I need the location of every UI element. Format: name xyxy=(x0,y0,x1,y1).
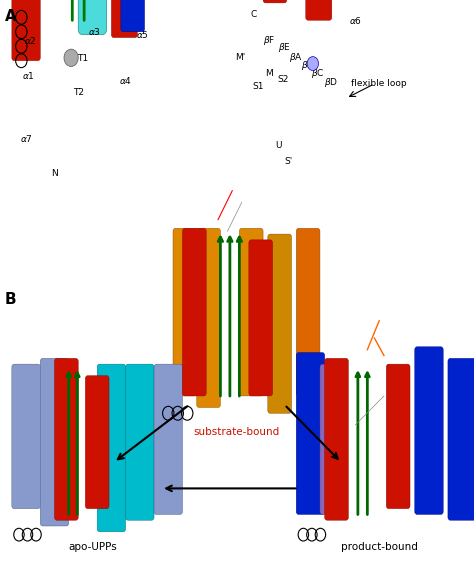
Text: T1: T1 xyxy=(77,54,89,64)
FancyBboxPatch shape xyxy=(12,0,40,61)
Text: B: B xyxy=(5,292,17,307)
Text: flexible loop: flexible loop xyxy=(351,79,407,88)
FancyBboxPatch shape xyxy=(197,228,220,407)
Circle shape xyxy=(64,49,78,66)
FancyArrowPatch shape xyxy=(218,237,223,396)
FancyBboxPatch shape xyxy=(121,0,145,32)
FancyArrowPatch shape xyxy=(75,373,79,514)
Text: $\beta$D: $\beta$D xyxy=(324,76,338,88)
FancyArrowPatch shape xyxy=(356,373,360,514)
Text: C: C xyxy=(250,10,257,19)
FancyBboxPatch shape xyxy=(40,358,69,526)
Text: substrate-bound: substrate-bound xyxy=(194,427,280,436)
FancyBboxPatch shape xyxy=(97,364,126,532)
FancyBboxPatch shape xyxy=(12,364,40,509)
Text: U: U xyxy=(275,141,282,150)
FancyBboxPatch shape xyxy=(154,364,182,514)
Text: $\beta$E: $\beta$E xyxy=(278,41,291,54)
Text: $\alpha$5: $\alpha$5 xyxy=(136,29,149,40)
FancyBboxPatch shape xyxy=(182,228,206,396)
FancyArrowPatch shape xyxy=(67,373,71,514)
FancyBboxPatch shape xyxy=(386,364,410,509)
Text: $\alpha$3: $\alpha$3 xyxy=(88,26,101,38)
FancyArrowPatch shape xyxy=(365,373,369,514)
Text: $\beta$F: $\beta$F xyxy=(263,34,275,47)
Text: $\beta$B: $\beta$B xyxy=(301,59,315,72)
Text: T2: T2 xyxy=(73,88,84,97)
FancyBboxPatch shape xyxy=(55,358,78,520)
FancyBboxPatch shape xyxy=(239,228,263,396)
FancyBboxPatch shape xyxy=(78,0,107,35)
Text: S': S' xyxy=(284,157,292,166)
FancyBboxPatch shape xyxy=(325,358,348,520)
Text: S2: S2 xyxy=(278,75,289,84)
FancyBboxPatch shape xyxy=(296,353,325,514)
FancyArrowPatch shape xyxy=(70,0,74,20)
Text: $\alpha$4: $\alpha$4 xyxy=(119,75,132,87)
FancyArrowPatch shape xyxy=(82,0,86,20)
Text: M: M xyxy=(265,69,273,79)
Text: M': M' xyxy=(235,53,245,62)
FancyBboxPatch shape xyxy=(85,376,109,509)
Text: $\alpha$2: $\alpha$2 xyxy=(25,35,37,46)
FancyBboxPatch shape xyxy=(173,228,197,396)
Text: N: N xyxy=(51,169,58,178)
FancyArrowPatch shape xyxy=(228,237,232,396)
Text: A: A xyxy=(5,9,17,24)
FancyBboxPatch shape xyxy=(268,234,292,413)
Text: $\alpha$6: $\alpha$6 xyxy=(349,14,362,26)
Text: apo-UPPs: apo-UPPs xyxy=(68,542,117,552)
Text: $\alpha$7: $\alpha$7 xyxy=(19,133,33,144)
FancyArrowPatch shape xyxy=(237,237,242,396)
Circle shape xyxy=(307,57,319,71)
Text: $\beta$C: $\beta$C xyxy=(311,68,324,80)
Text: product-bound: product-bound xyxy=(341,542,418,552)
Text: $\alpha$1: $\alpha$1 xyxy=(22,69,35,81)
FancyBboxPatch shape xyxy=(415,347,443,514)
FancyBboxPatch shape xyxy=(306,0,332,20)
Text: S1: S1 xyxy=(253,82,264,91)
Text: $\beta$A: $\beta$A xyxy=(289,51,303,64)
FancyBboxPatch shape xyxy=(263,0,287,3)
FancyBboxPatch shape xyxy=(249,240,273,396)
FancyBboxPatch shape xyxy=(111,0,137,38)
FancyBboxPatch shape xyxy=(320,364,344,514)
FancyBboxPatch shape xyxy=(296,228,320,396)
FancyBboxPatch shape xyxy=(448,358,474,520)
FancyBboxPatch shape xyxy=(126,364,154,520)
